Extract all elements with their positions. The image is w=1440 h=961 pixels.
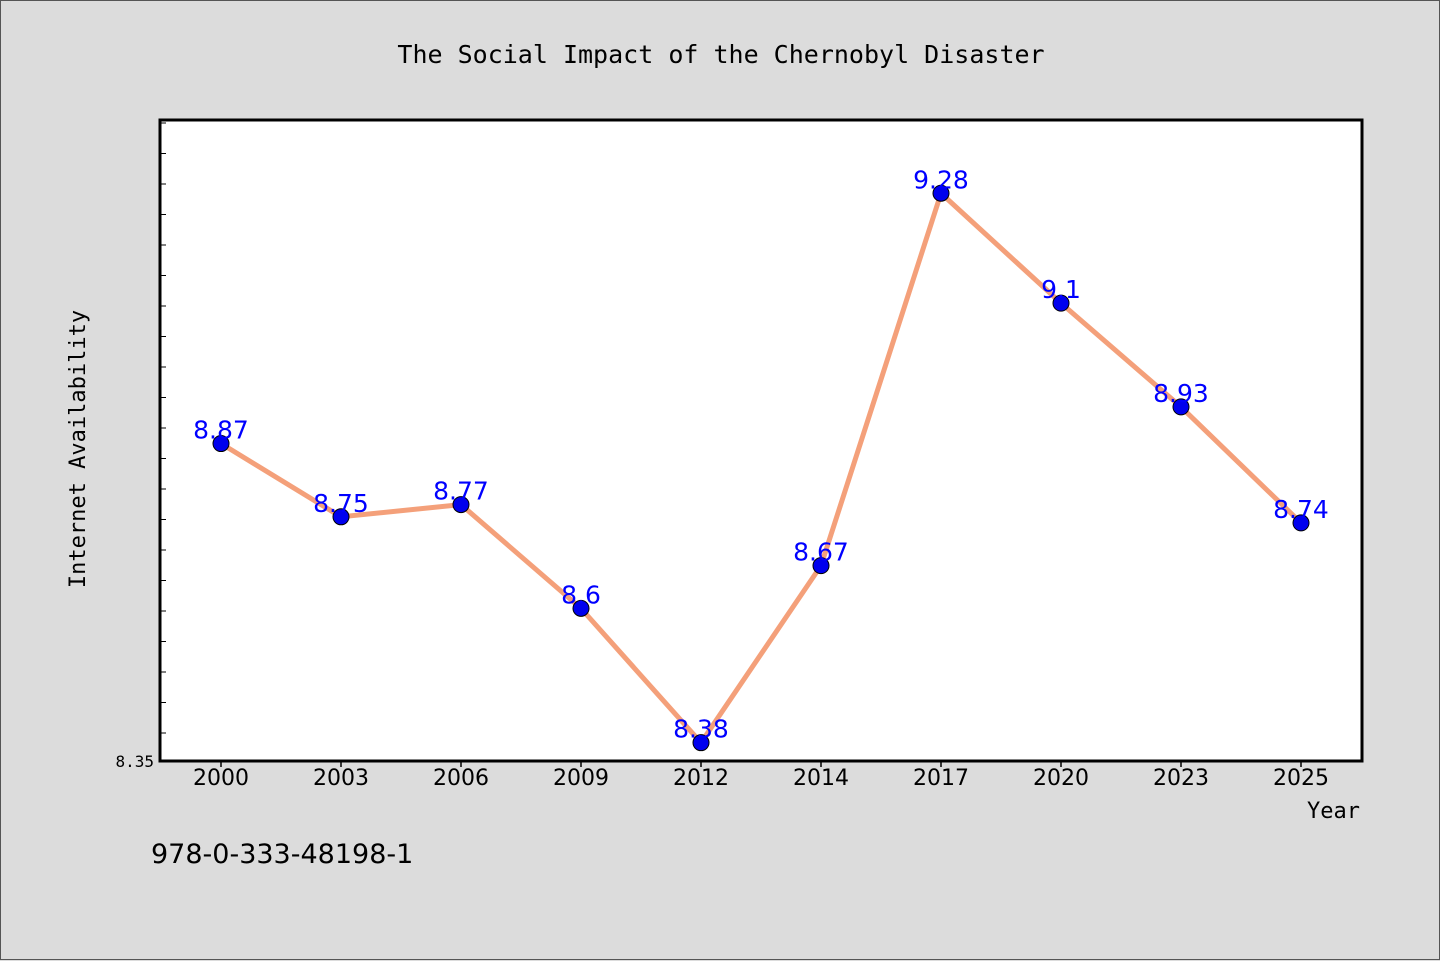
- plot-area: [158, 118, 1364, 763]
- y-axis-label: Internet Availability: [66, 310, 91, 588]
- data-point-2023: [1172, 398, 1190, 416]
- data-point-2000: [212, 435, 230, 453]
- x-tick-label-2000: 2000: [193, 766, 249, 791]
- y-axis-ticks: [160, 122, 166, 734]
- series-line-0: [218, 190, 1304, 746]
- x-tick-label-2017: 2017: [913, 766, 969, 791]
- x-tick-label-2012: 2012: [673, 766, 729, 791]
- data-point-2003: [332, 508, 350, 526]
- x-tick-label-2003: 2003: [313, 766, 369, 791]
- data-label-2000: 8.87: [193, 416, 249, 445]
- data-point-2017: [932, 184, 950, 202]
- data-label-2023: 8.93: [1153, 379, 1209, 408]
- x-tick-label-2025: 2025: [1273, 766, 1329, 791]
- chart-title: The Social Impact of the Chernobyl Disas…: [397, 40, 1044, 69]
- data-point-2014: [812, 557, 830, 575]
- data-label-2017: 9.28: [913, 165, 969, 194]
- data-point-2006: [452, 496, 470, 514]
- x-tick-label-2006: 2006: [433, 766, 489, 791]
- x-tick-label-2014: 2014: [793, 766, 849, 791]
- x-tick-label-2009: 2009: [553, 766, 609, 791]
- x-tick-label-2020: 2020: [1033, 766, 1089, 791]
- data-point-2012: [692, 734, 710, 752]
- y-axis-min-label: 8.35: [115, 752, 154, 771]
- x-tick-label-2023: 2023: [1153, 766, 1209, 791]
- x-axis-ticks: 2000 2003 2006 2009 2012 2014 2017 2020 2023 2025: [193, 761, 1329, 791]
- data-label-2006: 8.77: [433, 477, 489, 506]
- data-label-2020: 9.1: [1041, 275, 1081, 304]
- data-point-2025: [1292, 514, 1310, 532]
- data-point-2020: [1052, 294, 1070, 312]
- series-layer: 8.87 8.75 8.77 8.6 8.38 8.67 9.28 9.1 8.93 8.74: [193, 165, 1329, 752]
- data-point-2009: [572, 599, 590, 617]
- data-label-2025: 8.74: [1273, 495, 1329, 524]
- data-label-2014: 8.67: [793, 538, 849, 567]
- data-label-2009: 8.6: [561, 580, 601, 609]
- x-axis-label: Year: [1307, 799, 1360, 824]
- data-label-2003: 8.75: [313, 489, 369, 518]
- data-label-2012: 8.38: [673, 715, 729, 744]
- footer-code: 978-0-333-48198-1: [151, 839, 413, 870]
